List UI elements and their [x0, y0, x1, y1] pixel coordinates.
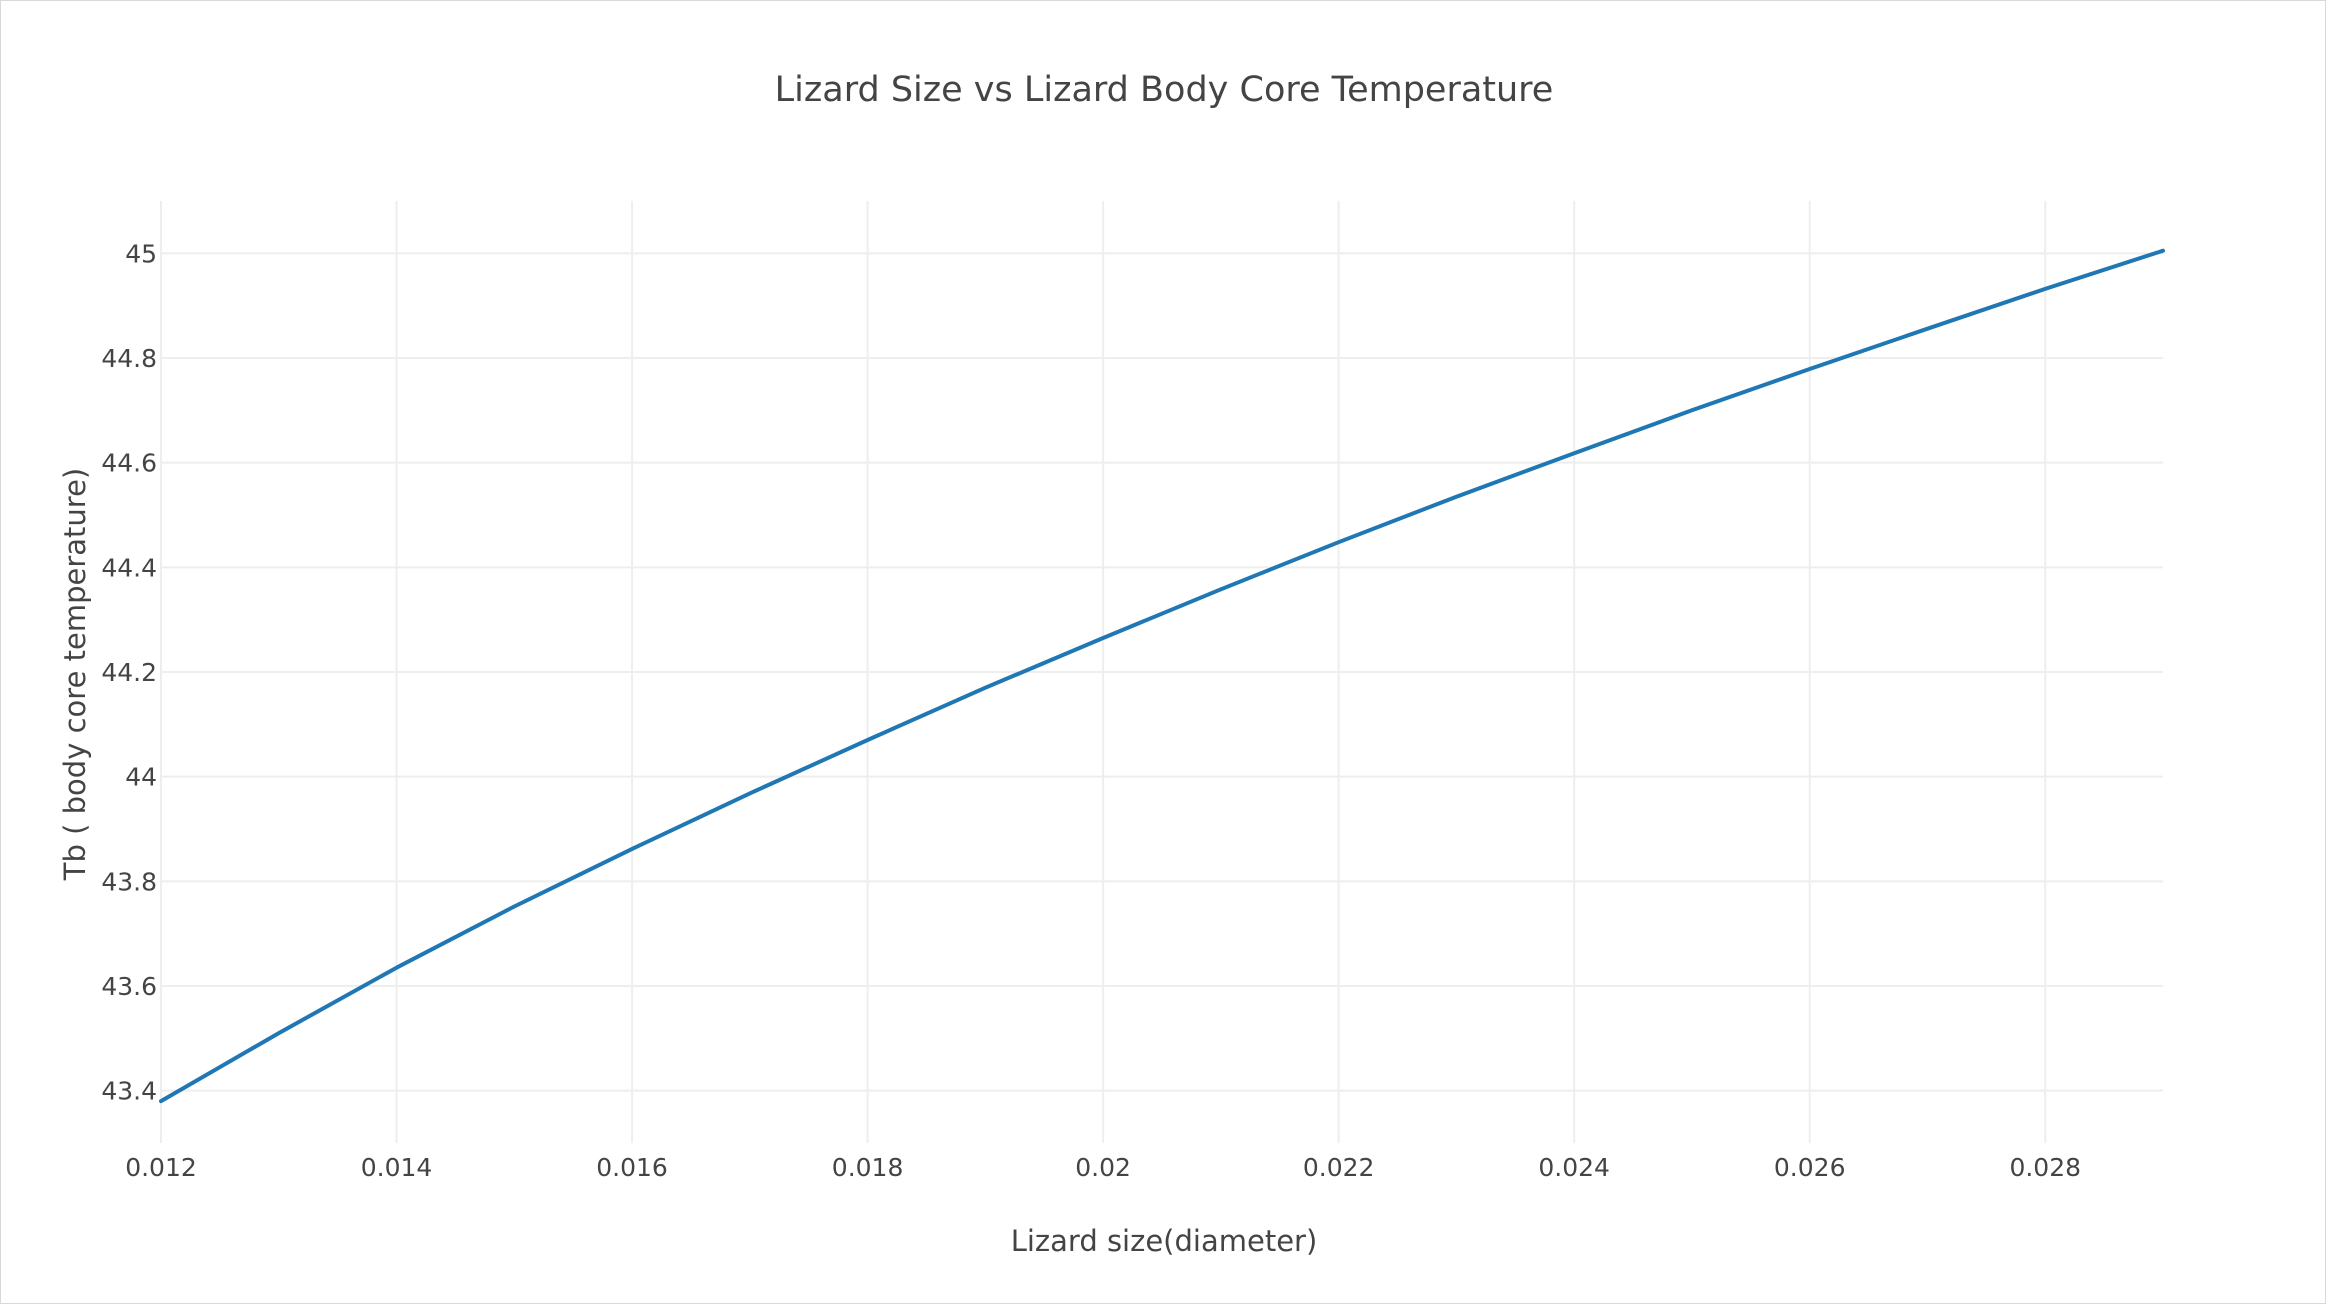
- y-tick-label: 43.4: [101, 1077, 157, 1106]
- x-tick-label: 0.028: [2009, 1153, 2081, 1182]
- y-tick-label: 43.8: [101, 867, 157, 896]
- x-tick-label: 0.024: [1538, 1153, 1610, 1182]
- y-axis-title: Tb ( body core temperature): [58, 468, 92, 881]
- y-tick-label: 44.2: [101, 658, 157, 687]
- x-tick-label: 0.018: [832, 1153, 904, 1182]
- series-line: [159, 248, 2165, 1104]
- chart-title: Lizard Size vs Lizard Body Core Temperat…: [775, 70, 1554, 110]
- y-tick-labels: 43.4 43.6 43.8 44 44.2 44.4 44.6 44.8 45: [101, 239, 157, 1105]
- x-tick-label: 0.02: [1075, 1153, 1131, 1182]
- y-tick-label: 43.6: [101, 972, 157, 1001]
- x-tick-label: 0.012: [125, 1153, 197, 1182]
- y-tick-label: 44.6: [101, 449, 157, 478]
- x-tick-label: 0.016: [596, 1153, 668, 1182]
- x-tick-label: 0.022: [1303, 1153, 1375, 1182]
- y-tick-label: 44.4: [101, 553, 157, 582]
- y-gridlines: [161, 252, 2163, 1092]
- series-layer: [159, 248, 2165, 1104]
- y-tick-label: 44: [125, 763, 157, 792]
- y-tick-label: 44.8: [101, 344, 157, 373]
- x-axis-title: Lizard size(diameter): [1011, 1224, 1318, 1258]
- y-tick-label: 45: [125, 239, 157, 268]
- x-tick-labels: 0.012 0.014 0.016 0.018 0.02 0.022 0.024 0.026 0…: [125, 1153, 2081, 1182]
- x-tick-label: 0.014: [361, 1153, 433, 1182]
- x-tick-label: 0.026: [1774, 1153, 1846, 1182]
